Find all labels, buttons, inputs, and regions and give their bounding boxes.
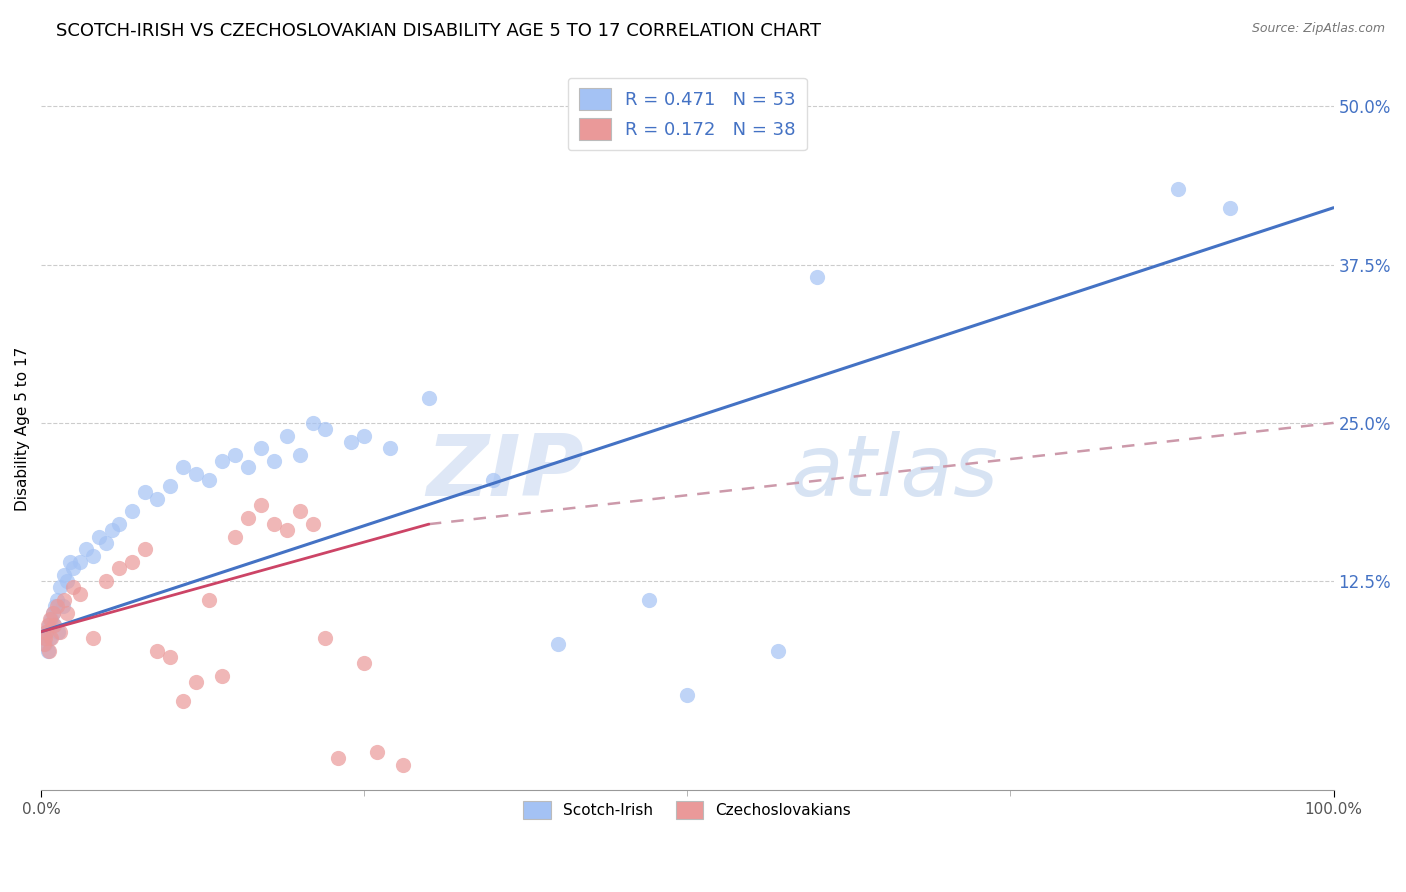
Point: [378, 441, 401, 455]
Point: [45, 593, 67, 607]
Point: [121, 555, 143, 569]
Point: [45, 599, 67, 614]
Point: [211, 454, 233, 468]
Point: [38, 643, 60, 657]
Point: [32, 637, 55, 651]
Point: [34, 637, 56, 651]
Point: [236, 510, 259, 524]
Text: atlas: atlas: [790, 431, 998, 514]
Point: [37, 618, 59, 632]
Point: [392, 757, 415, 772]
Point: [418, 391, 440, 405]
Point: [53, 567, 76, 582]
Point: [38, 618, 60, 632]
Point: [44, 599, 66, 614]
Text: Source: ZipAtlas.com: Source: ZipAtlas.com: [1251, 22, 1385, 36]
Y-axis label: Disability Age 5 to 17: Disability Age 5 to 17: [15, 347, 30, 511]
Point: [186, 675, 208, 690]
Point: [276, 428, 298, 442]
Point: [186, 467, 208, 481]
Point: [366, 745, 388, 759]
Point: [69, 587, 91, 601]
Point: [263, 517, 285, 532]
Point: [172, 460, 194, 475]
Point: [328, 751, 350, 765]
Point: [353, 657, 375, 671]
Point: [547, 637, 569, 651]
Point: [288, 448, 311, 462]
Point: [107, 561, 129, 575]
Point: [89, 530, 111, 544]
Point: [314, 422, 336, 436]
Point: [101, 524, 124, 538]
Point: [94, 574, 117, 588]
Point: [766, 643, 789, 657]
Text: ZIP: ZIP: [426, 431, 583, 514]
Point: [250, 498, 273, 512]
Point: [676, 688, 699, 702]
Point: [159, 650, 181, 665]
Point: [56, 574, 79, 588]
Point: [172, 694, 194, 708]
Point: [35, 624, 58, 639]
Point: [52, 599, 75, 614]
Point: [62, 561, 84, 575]
Point: [301, 416, 323, 430]
Point: [41, 612, 63, 626]
Point: [53, 593, 76, 607]
Point: [62, 581, 84, 595]
Point: [32, 631, 55, 645]
Legend: Scotch-Irish, Czechoslovakians: Scotch-Irish, Czechoslovakians: [517, 795, 858, 826]
Point: [42, 606, 65, 620]
Point: [146, 643, 169, 657]
Point: [159, 479, 181, 493]
Point: [49, 624, 72, 639]
Point: [637, 593, 659, 607]
Point: [42, 618, 65, 632]
Point: [134, 542, 156, 557]
Point: [37, 643, 59, 657]
Point: [58, 555, 80, 569]
Point: [224, 530, 246, 544]
Point: [198, 593, 221, 607]
Point: [46, 624, 69, 639]
Point: [806, 270, 828, 285]
Point: [263, 454, 285, 468]
Point: [42, 618, 65, 632]
Point: [39, 631, 62, 645]
Point: [250, 441, 273, 455]
Point: [34, 631, 56, 645]
Text: SCOTCH-IRISH VS CZECHOSLOVAKIAN DISABILITY AGE 5 TO 17 CORRELATION CHART: SCOTCH-IRISH VS CZECHOSLOVAKIAN DISABILI…: [56, 22, 821, 40]
Point: [121, 504, 143, 518]
Point: [56, 606, 79, 620]
Point: [82, 549, 104, 563]
Point: [276, 524, 298, 538]
Point: [314, 631, 336, 645]
Point: [482, 473, 505, 487]
Point: [224, 448, 246, 462]
Point: [211, 669, 233, 683]
Point: [236, 460, 259, 475]
Point: [42, 606, 65, 620]
Point: [198, 473, 221, 487]
Point: [288, 504, 311, 518]
Point: [41, 631, 63, 645]
Point: [1219, 201, 1241, 215]
Point: [107, 517, 129, 532]
Point: [340, 434, 363, 449]
Point: [1167, 182, 1189, 196]
Point: [49, 581, 72, 595]
Point: [35, 624, 58, 639]
Point: [39, 612, 62, 626]
Point: [146, 491, 169, 506]
Point: [134, 485, 156, 500]
Point: [353, 428, 375, 442]
Point: [69, 555, 91, 569]
Point: [75, 542, 97, 557]
Point: [82, 631, 104, 645]
Point: [301, 517, 323, 532]
Point: [94, 536, 117, 550]
